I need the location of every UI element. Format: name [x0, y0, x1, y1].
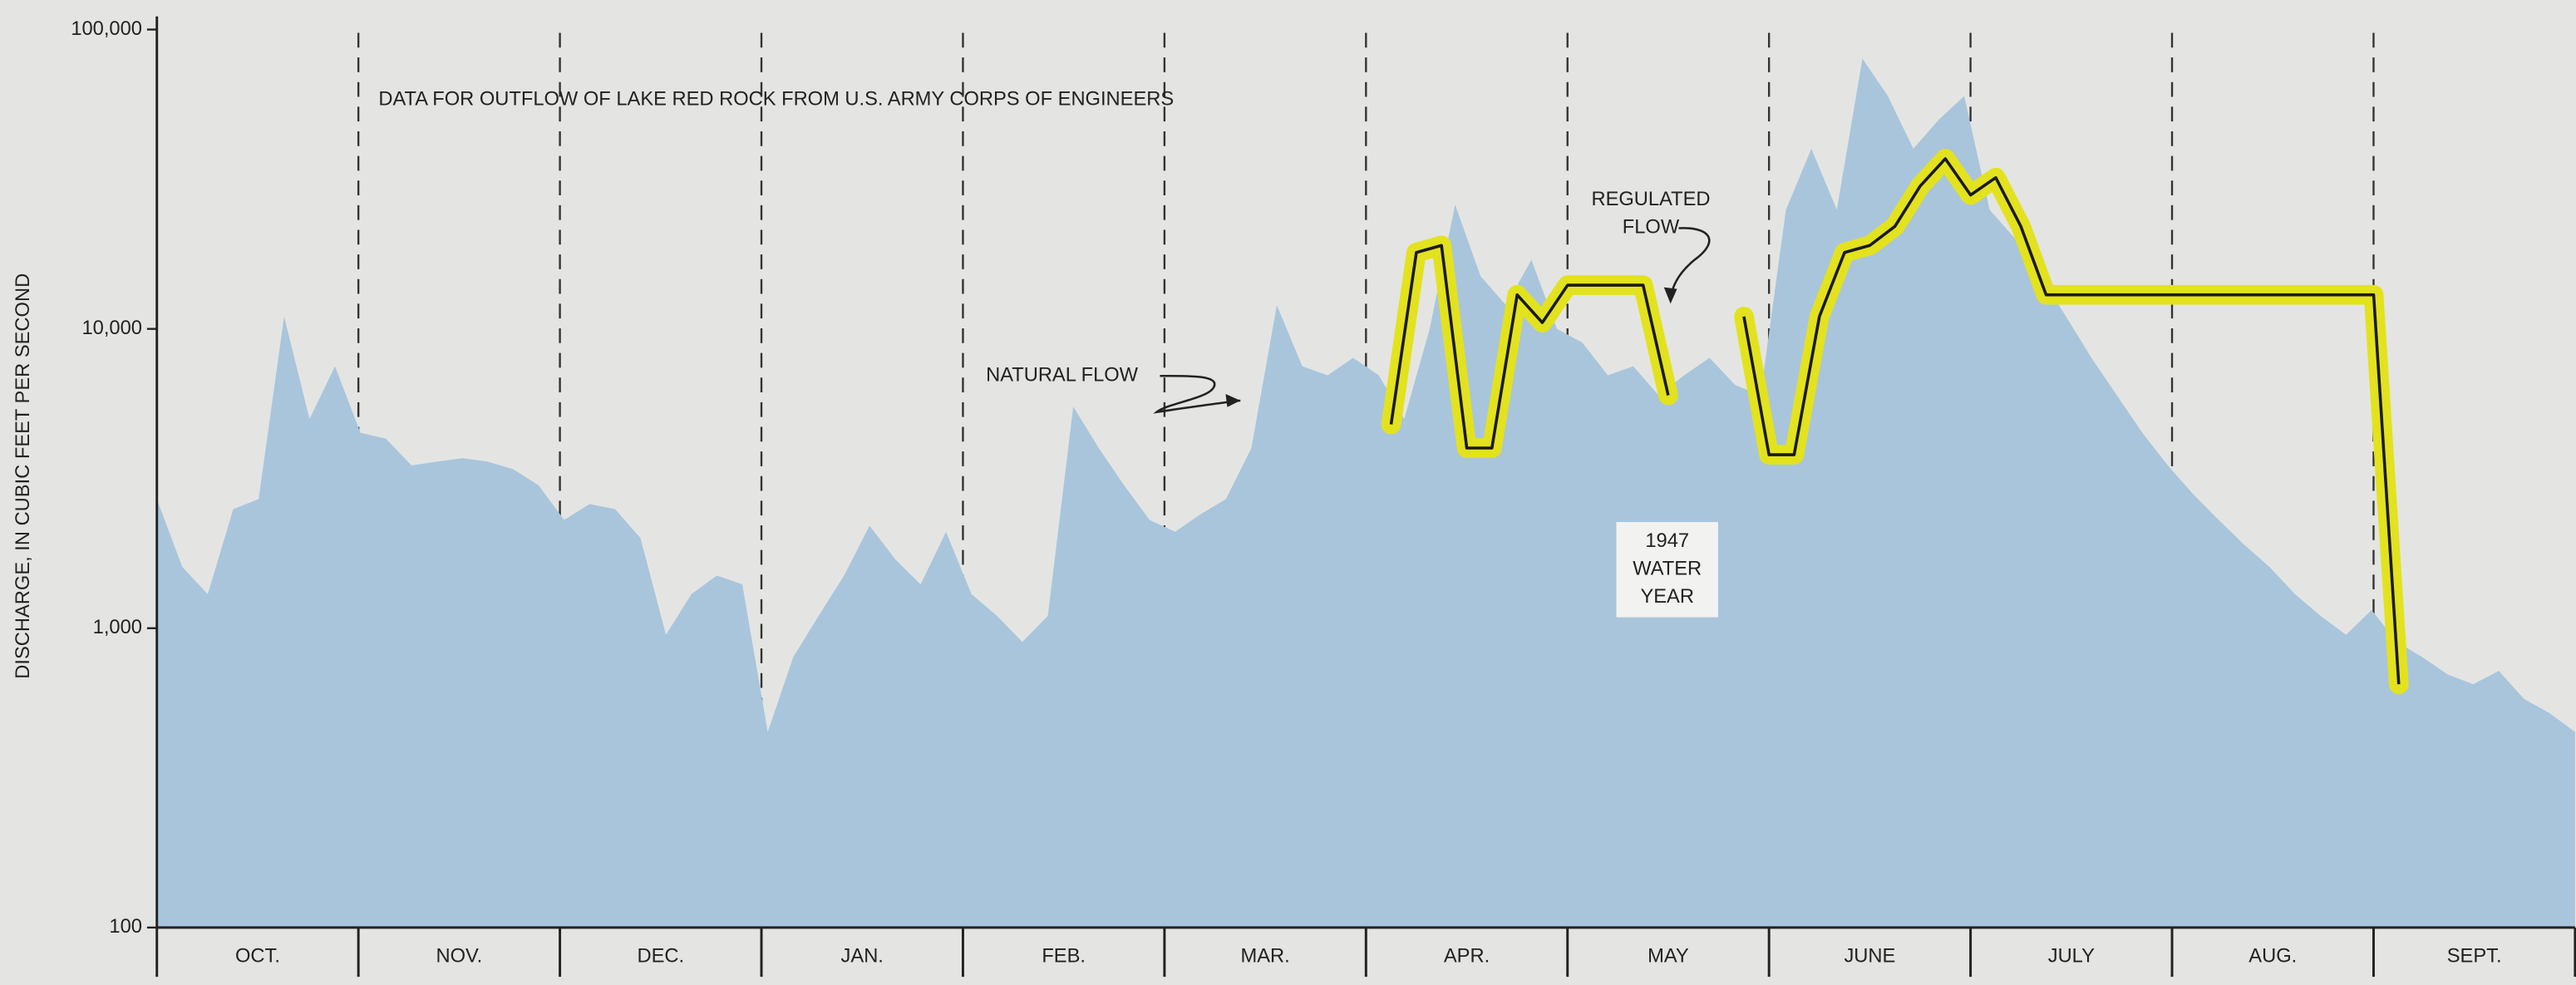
- x-tick-label: JUNE: [1844, 946, 1895, 968]
- natural-flow-area: [156, 58, 2575, 928]
- x-tick-label: MAR.: [1240, 946, 1289, 968]
- y-tick-label: 10,000: [81, 318, 141, 339]
- y-tick-label: 1,000: [93, 617, 142, 638]
- x-tick-label: OCT.: [235, 946, 280, 968]
- x-tick-label: AUG.: [2248, 946, 2297, 968]
- arrow-head: [1663, 287, 1677, 304]
- x-tick-label: SEPT.: [2447, 946, 2502, 968]
- x-tick-label: FEB.: [1042, 946, 1086, 968]
- annotation-box: [1616, 522, 1718, 618]
- chart-title: DATA FOR OUTFLOW OF LAKE RED ROCK FROM U…: [378, 89, 1174, 111]
- y-tick-label: 100: [109, 916, 142, 938]
- annotation: 1947 WATER YEAR: [1633, 530, 1702, 608]
- pointer-arrow: [1669, 227, 1711, 299]
- annotation: REGULATED FLOW: [1591, 189, 1710, 239]
- natural-flow-label: NATURAL FLOW: [986, 365, 1139, 387]
- regulated-flow-line: [1389, 157, 2401, 685]
- x-tick-label: NOV.: [436, 946, 482, 968]
- arrow-head: [1225, 394, 1241, 407]
- x-tick-label: JAN.: [841, 946, 884, 968]
- x-tick-label: MAY: [1648, 946, 1689, 968]
- y-tick-label: 100,000: [71, 18, 142, 40]
- x-tick-label: DEC.: [638, 946, 685, 968]
- x-tick-label: JULY: [2048, 946, 2095, 968]
- x-tick-label: APR.: [1444, 946, 1490, 968]
- y-axis-label: DISCHARGE, IN CUBIC FEET PER SECOND: [12, 273, 34, 679]
- pointer-arrow: [1153, 374, 1241, 414]
